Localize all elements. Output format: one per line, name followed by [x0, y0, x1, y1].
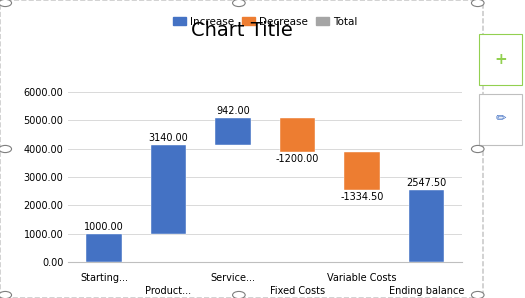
Bar	[151, 145, 186, 234]
Text: -1334.50: -1334.50	[340, 192, 384, 201]
Text: 1000.00: 1000.00	[84, 222, 124, 232]
Bar	[408, 190, 444, 262]
Text: +: +	[495, 52, 507, 67]
Text: Starting...: Starting...	[80, 273, 128, 283]
Text: Variable Costs: Variable Costs	[327, 273, 396, 283]
Text: 3140.00: 3140.00	[149, 133, 188, 143]
Text: ✏: ✏	[496, 113, 506, 126]
Text: Ending balance: Ending balance	[388, 286, 464, 296]
Bar	[344, 152, 380, 190]
Bar	[215, 118, 250, 145]
Text: Chart Title: Chart Title	[191, 21, 292, 40]
Bar	[280, 118, 315, 152]
Legend: Increase, Decrease, Total: Increase, Decrease, Total	[169, 13, 361, 31]
Text: 2547.50: 2547.50	[406, 178, 446, 188]
Text: Service...: Service...	[211, 273, 255, 283]
Bar	[86, 234, 122, 262]
Text: -1200.00: -1200.00	[276, 153, 319, 164]
Text: Fixed Costs: Fixed Costs	[270, 286, 325, 296]
Text: Product...: Product...	[145, 286, 192, 296]
Text: 942.00: 942.00	[216, 106, 250, 116]
